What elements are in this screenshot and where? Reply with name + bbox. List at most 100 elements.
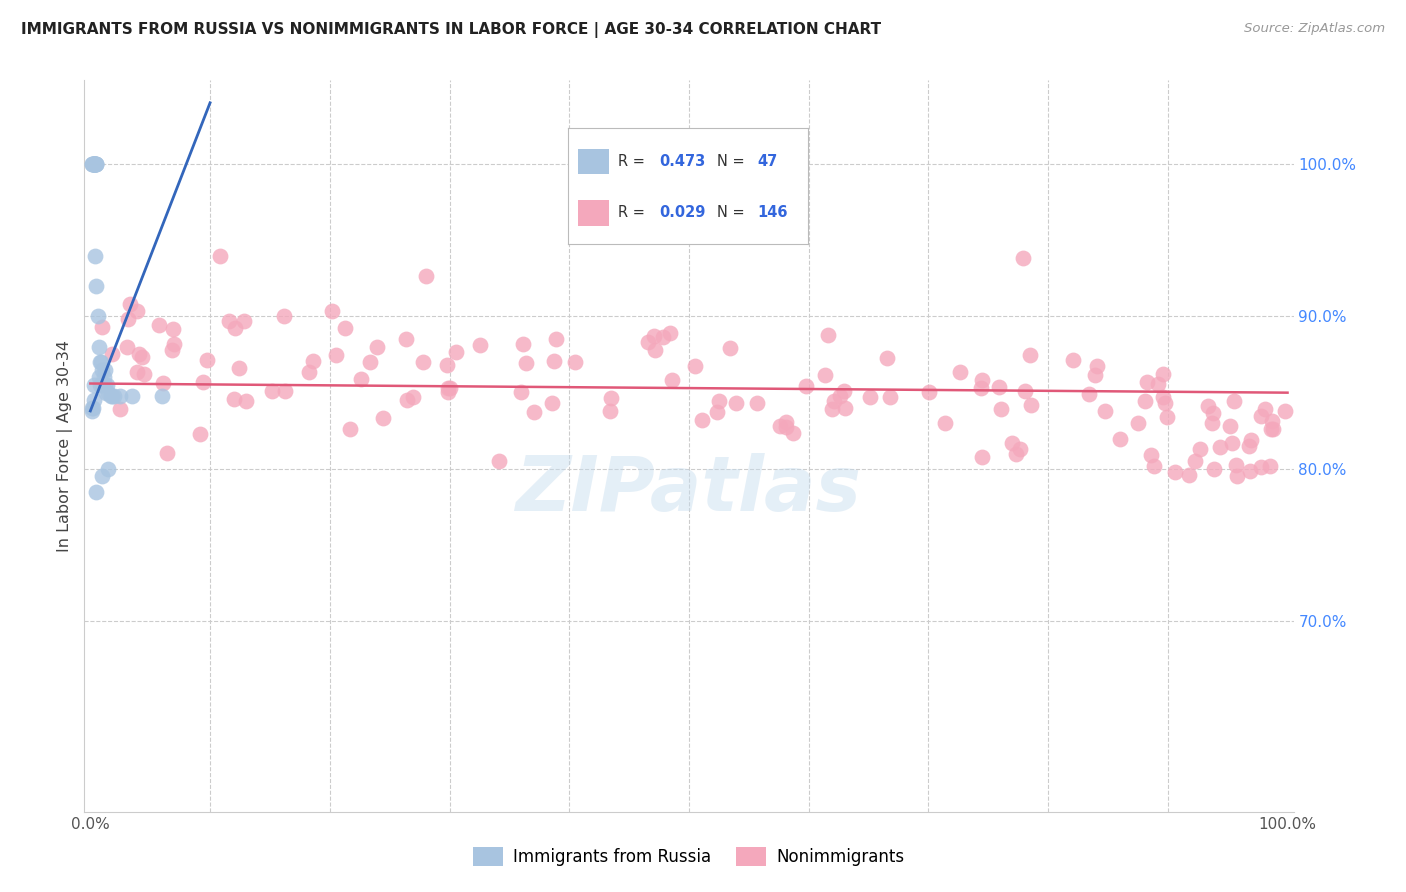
Point — [718, 341, 741, 355]
Point — [775, 415, 797, 429]
Point — [830, 389, 852, 403]
Point — [1108, 432, 1130, 446]
Point — [86, 310, 108, 324]
Point — [972, 373, 994, 387]
Point — [1005, 447, 1028, 461]
Point — [82, 157, 104, 171]
Point — [439, 381, 461, 395]
Point — [222, 392, 245, 406]
Point — [188, 427, 211, 442]
Point — [546, 332, 568, 346]
Point — [690, 413, 713, 427]
Point — [437, 385, 460, 400]
Point — [1178, 467, 1201, 482]
Point — [80, 157, 103, 171]
Point — [523, 405, 546, 419]
Point — [745, 396, 768, 410]
Point — [970, 381, 993, 395]
Point — [599, 404, 621, 418]
Point — [706, 404, 728, 418]
Point — [83, 157, 105, 171]
Point — [195, 353, 218, 368]
Point — [359, 354, 381, 368]
Point — [775, 419, 797, 434]
Point — [707, 394, 730, 409]
Point — [233, 314, 256, 328]
Point — [89, 355, 111, 369]
Point — [1001, 436, 1024, 450]
Y-axis label: In Labor Force | Age 30-34: In Labor Force | Age 30-34 — [58, 340, 73, 552]
Point — [91, 469, 114, 483]
Point — [396, 393, 419, 408]
Point — [1147, 376, 1170, 391]
Text: ZIPatlas: ZIPatlas — [516, 453, 862, 527]
Point — [82, 157, 104, 171]
Point — [834, 401, 856, 416]
Point — [96, 378, 118, 392]
Point — [934, 417, 956, 431]
Point — [1239, 464, 1261, 478]
Point — [228, 361, 250, 376]
Point — [643, 328, 665, 343]
Point — [118, 297, 141, 311]
Point — [83, 378, 105, 392]
Point — [84, 157, 107, 171]
Point — [402, 390, 425, 404]
Point — [987, 380, 1010, 394]
Point — [1188, 442, 1211, 457]
Point — [101, 389, 124, 403]
Point — [444, 345, 467, 359]
Point — [1209, 441, 1232, 455]
Point — [1164, 465, 1187, 479]
Text: N =: N = — [717, 205, 749, 220]
Point — [876, 351, 898, 365]
Point — [1012, 251, 1035, 265]
Point — [148, 318, 170, 332]
Point — [86, 279, 108, 293]
Text: 47: 47 — [758, 154, 778, 169]
Point — [163, 336, 186, 351]
Point — [1136, 375, 1159, 389]
Point — [101, 347, 124, 361]
Point — [1019, 348, 1042, 362]
Point — [321, 303, 343, 318]
Point — [83, 157, 105, 171]
Point — [82, 157, 104, 171]
Point — [162, 322, 184, 336]
Point — [218, 313, 240, 327]
Point — [724, 396, 747, 410]
Point — [94, 385, 117, 400]
Point — [1014, 384, 1036, 399]
Point — [366, 340, 388, 354]
Point — [273, 309, 295, 323]
Point — [339, 422, 361, 436]
FancyBboxPatch shape — [578, 200, 609, 226]
Point — [817, 328, 839, 343]
Point — [1261, 422, 1284, 436]
Point — [541, 395, 564, 409]
Point — [89, 378, 111, 392]
Point — [990, 402, 1012, 417]
Point — [273, 384, 295, 398]
Text: 146: 146 — [758, 205, 787, 220]
Point — [436, 359, 458, 373]
Point — [1226, 469, 1249, 483]
Text: R =: R = — [619, 205, 650, 220]
Point — [93, 378, 115, 392]
Point — [1021, 398, 1043, 412]
Point — [1152, 367, 1174, 381]
Point — [879, 391, 901, 405]
Point — [1184, 453, 1206, 467]
Point — [515, 356, 537, 370]
Point — [488, 454, 510, 468]
Point — [86, 157, 108, 171]
Point — [110, 389, 132, 403]
Point — [80, 404, 103, 418]
Point — [87, 370, 110, 384]
Text: IMMIGRANTS FROM RUSSIA VS NONIMMIGRANTS IN LABOR FORCE | AGE 30-34 CORRELATION C: IMMIGRANTS FROM RUSSIA VS NONIMMIGRANTS … — [21, 22, 882, 38]
Point — [90, 320, 112, 334]
Point — [1250, 409, 1272, 424]
Point — [93, 370, 115, 384]
Point — [1197, 400, 1219, 414]
Point — [298, 366, 321, 380]
